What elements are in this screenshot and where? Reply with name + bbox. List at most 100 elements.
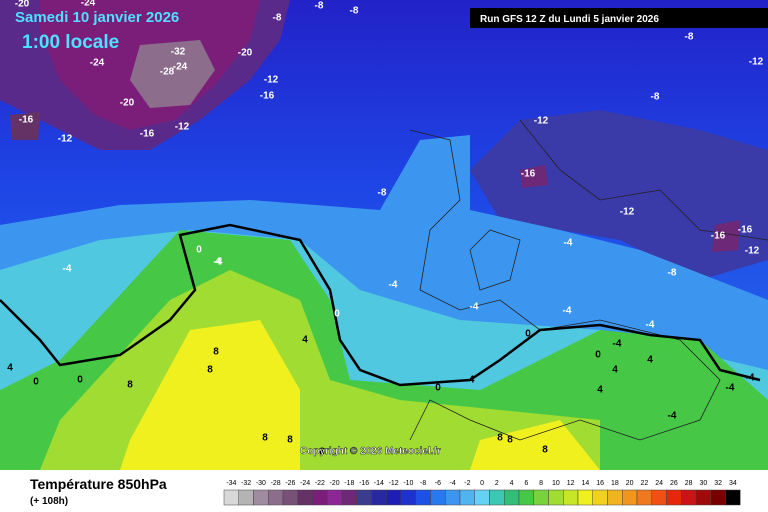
contour-label: -8 (685, 32, 694, 43)
legend-swatch (592, 489, 608, 506)
legend-swatch (636, 489, 652, 506)
contour-label: -12 (58, 134, 73, 145)
legend-label: -4 (450, 480, 456, 487)
legend-swatch (563, 489, 579, 506)
contour-label: 8 (207, 365, 213, 376)
contour-label: 0 (33, 377, 39, 388)
legend-label: 16 (596, 480, 604, 487)
contour-label: 0 (196, 245, 202, 256)
legend-label: -20 (330, 480, 340, 487)
cold-zone (130, 40, 215, 108)
contour-label: -8 (315, 1, 324, 12)
footer-lead: (+ 108h) (30, 496, 68, 507)
legend-swatch (297, 489, 313, 506)
contour-label: 4 (215, 257, 221, 268)
contour-label: -16 (521, 169, 536, 180)
freezing-contour (0, 223, 761, 387)
legend-swatch (695, 489, 711, 506)
contour-label: 0 (595, 350, 601, 361)
legend-swatch (725, 489, 741, 506)
contour-label: 4 (647, 355, 653, 366)
cold-zone (470, 110, 768, 280)
legend-swatch (710, 489, 726, 506)
legend-label: 32 (714, 480, 722, 487)
legend-label: -18 (344, 480, 354, 487)
forecast-date: Samedi 10 janvier 2026 (15, 9, 179, 26)
legend-label: 26 (670, 480, 678, 487)
legend-swatch (504, 489, 520, 506)
contour-label: -20 (238, 48, 253, 59)
contour-label: -12 (749, 57, 764, 68)
contour-label: -16 (260, 91, 275, 102)
warm-zone (120, 320, 300, 470)
color-legend: -34 -32 -30 -28 -26 -24 -22 -20 -18 -16 -14 -12 -10-… (223, 480, 741, 506)
legend-swatch (415, 489, 431, 506)
legend-swatch (312, 489, 328, 506)
contour-label: -16 (140, 129, 155, 140)
footer-title: Température 850hPa (30, 476, 167, 492)
contour-label: 0 (525, 329, 531, 340)
contour-label: -16 (19, 115, 34, 126)
contour-label: 4 (7, 363, 13, 374)
cold-zone (712, 220, 740, 252)
contour-label: -24 (81, 0, 96, 9)
contour-label: -4 (466, 375, 475, 386)
contour-label: -8 (350, 6, 359, 17)
contour-label: -12 (175, 122, 190, 133)
forecast-time: 1:00 locale (22, 32, 119, 53)
contour-label: 4 (597, 385, 603, 396)
contour-label: 0 (77, 375, 83, 386)
legend-label: 12 (567, 480, 575, 487)
contour-label: 8 (542, 445, 548, 456)
contour-label: -20 (15, 0, 30, 10)
legend-label: 0 (480, 480, 484, 487)
run-info: Run GFS 12 Z du Lundi 5 janvier 2026 (480, 14, 659, 25)
legend-label: 18 (611, 480, 619, 487)
legend-label: -12 (389, 480, 399, 487)
legend-swatch (341, 489, 357, 506)
legend-label: -10 (403, 480, 413, 487)
contour-label: -12 (620, 207, 635, 218)
legend-swatch (666, 489, 682, 506)
legend-label: 24 (655, 480, 663, 487)
legend-label: 34 (729, 480, 737, 487)
legend-swatch (474, 489, 490, 506)
contour-label: 8 (127, 380, 133, 391)
legend-swatch (651, 489, 667, 506)
cold-zone (10, 112, 40, 140)
legend-label: 20 (626, 480, 634, 487)
legend-swatch (445, 489, 461, 506)
contour-label: 8 (319, 447, 325, 458)
copyright: Copyright © 2026 Meteociel.fr (300, 446, 441, 457)
contour-label: -4 (563, 306, 572, 317)
legend-swatch (268, 489, 284, 506)
legend-swatch (577, 489, 593, 506)
contour-label: -4 (564, 238, 573, 249)
contour-label: -28 (160, 67, 175, 78)
contour-labels: -20 -24-8-8 -8-32 -20-24 -24-28-12-16-20-12-… (7, 0, 763, 458)
legend-label: -26 (285, 480, 295, 487)
contour-label: -4 (646, 320, 655, 331)
contour-label: -32 (171, 47, 186, 58)
legend-swatch (533, 489, 549, 506)
coastline (409, 119, 768, 441)
contour-label: -4 (613, 339, 622, 350)
legend-label: -16 (359, 480, 369, 487)
contour-label: -4 (746, 373, 755, 384)
contour-label: 4 (302, 335, 308, 346)
legend-swatch (282, 489, 298, 506)
contour-label: -12 (264, 75, 279, 86)
contour-label: -4 (63, 264, 72, 275)
legend-swatch (489, 489, 505, 506)
contour-label: -8 (651, 92, 660, 103)
legend-swatch (681, 489, 697, 506)
contour-label: -24 (173, 62, 188, 73)
contour-label: 8 (262, 433, 268, 444)
legend-swatch (518, 489, 534, 506)
legend-swatch (386, 489, 402, 506)
contour-label: -20 (120, 98, 135, 109)
contour-label: 0 (435, 383, 441, 394)
legend-label: -32 (241, 480, 251, 487)
legend-label: 2 (495, 480, 499, 487)
legend-swatch (430, 489, 446, 506)
